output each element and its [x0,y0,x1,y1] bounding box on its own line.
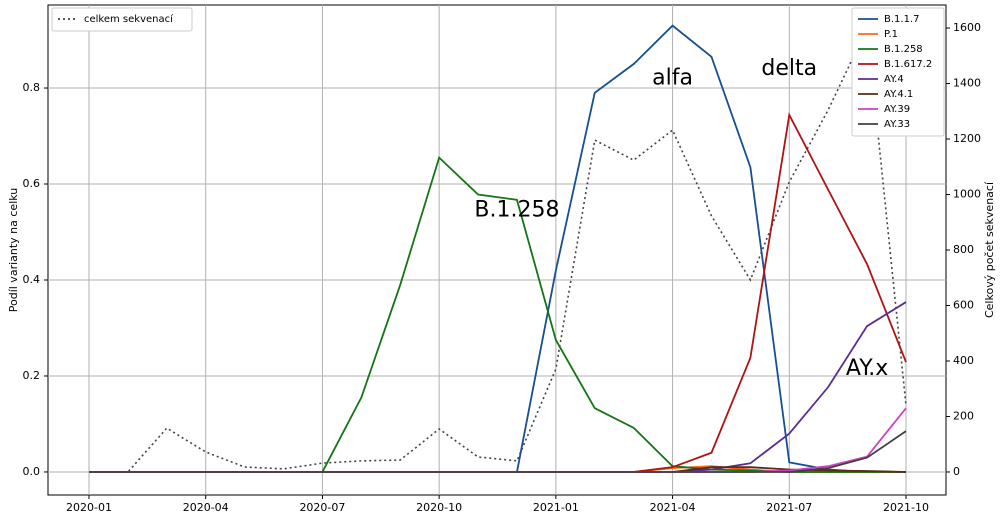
y-tick-label: 0.4 [23,273,41,286]
y-tick-label: 0.2 [23,369,41,382]
y2-tick-label: 1400 [953,77,981,90]
y2-tick-label: 800 [953,243,974,256]
y2-tick-label: 0 [953,465,960,478]
x-tick-label: 2020-04 [183,501,229,514]
x-tick-label: 2020-07 [299,501,345,514]
legend-box [851,7,945,137]
legend-label: B.1.1.7 [884,14,919,25]
series-line [89,301,907,473]
x-tick-label: 2020-10 [416,501,462,514]
legend-label: AY.4 [884,74,904,85]
legend-label: AY.33 [884,119,910,130]
y-tick-label: 0.0 [23,465,41,478]
x-tick-label: 2021-10 [883,501,929,514]
legend-label: AY.39 [884,104,910,115]
annotation: alfa [652,65,693,90]
y-axis-label: Podíl varianty na celku [7,188,20,313]
y2-tick-label: 1200 [953,132,981,145]
y2-axis-label: Celkový počet sekvenací [983,181,996,318]
series-line [89,25,907,473]
y-tick-label: 0.8 [23,81,41,94]
y-tick-label: 0.6 [23,177,41,190]
y2-tick-label: 600 [953,298,974,311]
legend-label: B.1.617.2 [884,59,932,70]
x-tick-label: 2021-04 [650,501,696,514]
annotation: B.1.258 [474,197,559,222]
x-tick-label: 2021-01 [533,501,579,514]
annotation: delta [761,56,817,81]
annotation: AY.x [846,356,888,381]
series-line [89,430,907,473]
legend: celkem sekvenací [51,7,193,32]
y2-tick-label: 1000 [953,188,981,201]
y2-tick-label: 400 [953,354,974,367]
legend-label: P.1 [884,29,898,40]
y2-tick-label: 1600 [953,21,981,34]
series-line [89,24,906,473]
y2-tick-label: 200 [953,409,974,422]
legend-label: AY.4.1 [884,89,913,100]
legend-label: celkem sekvenací [84,13,174,25]
legend-label: B.1.258 [884,44,923,55]
x-tick-label: 2021-07 [766,501,812,514]
legend: B.1.1.7 P.1 B.1.258 B.1.617.2 AY.4 AY.4.1 AY.3… [851,7,945,137]
x-tick-label: 2020-01 [66,501,112,514]
legend-box [51,7,193,32]
